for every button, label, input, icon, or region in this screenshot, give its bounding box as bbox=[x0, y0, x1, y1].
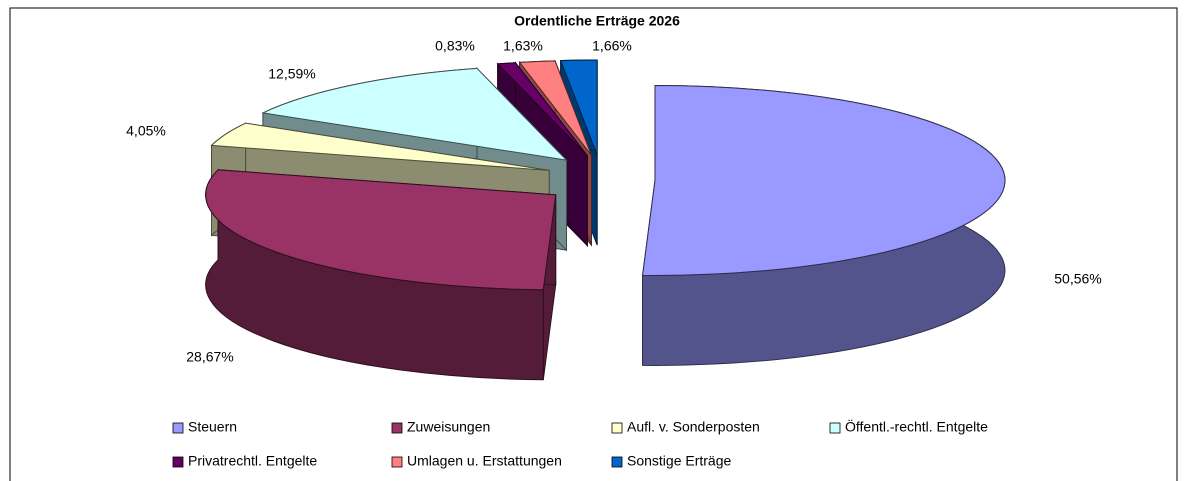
chart-frame bbox=[9, 7, 1178, 481]
legend-swatch bbox=[611, 422, 623, 434]
legend-label: Zuweisungen bbox=[407, 419, 490, 435]
legend-swatch bbox=[829, 422, 841, 434]
data-label: 28,67% bbox=[186, 349, 233, 365]
data-labels: 50,56% 28,67% 4,05% 12,59% 0,83% 1,63% 1,66% bbox=[126, 38, 1102, 365]
legend-label: Umlagen u. Erstattungen bbox=[407, 453, 562, 469]
pie bbox=[205, 59, 1006, 381]
slice bbox=[205, 169, 557, 291]
legend-label: Aufl. v. Sonderposten bbox=[627, 419, 760, 435]
legend-swatch bbox=[611, 456, 623, 468]
slice bbox=[261, 67, 568, 161]
slice bbox=[210, 122, 550, 171]
legend-label: Steuern bbox=[188, 419, 237, 435]
legend-swatch bbox=[172, 456, 184, 468]
slice bbox=[641, 84, 1006, 276]
data-label: 1,66% bbox=[592, 38, 632, 54]
slice bbox=[518, 60, 592, 156]
slice bbox=[496, 62, 588, 157]
data-label: 0,83% bbox=[435, 38, 475, 54]
legend-label: Privatrechtl. Entgelte bbox=[188, 453, 317, 469]
data-label: 1,63% bbox=[503, 38, 543, 54]
legend-swatch bbox=[391, 422, 403, 434]
legend: Steuern Zuweisungen Aufl. v. Sonderposten Ö… bbox=[172, 418, 988, 469]
legend-swatch bbox=[172, 422, 184, 434]
legend-label: Öffentl.-rechtl. Entgelte bbox=[845, 418, 988, 435]
legend-label: Sonstige Erträge bbox=[627, 453, 731, 469]
data-label: 50,56% bbox=[1054, 271, 1101, 287]
slice bbox=[559, 59, 598, 156]
data-label: 12,59% bbox=[268, 66, 315, 82]
chart-title: Ordentliche Erträge 2026 bbox=[514, 13, 680, 29]
data-label: 4,05% bbox=[126, 123, 166, 139]
legend-swatch bbox=[391, 456, 403, 468]
